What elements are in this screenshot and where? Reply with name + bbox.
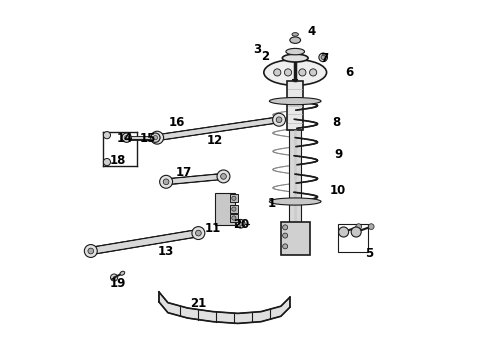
- Ellipse shape: [270, 198, 321, 205]
- Circle shape: [122, 133, 131, 142]
- Circle shape: [283, 244, 288, 249]
- Polygon shape: [159, 292, 290, 323]
- Circle shape: [274, 69, 281, 76]
- Ellipse shape: [290, 37, 300, 43]
- Text: 2: 2: [261, 50, 269, 63]
- Circle shape: [84, 244, 97, 257]
- Circle shape: [232, 207, 236, 211]
- Text: 16: 16: [169, 116, 185, 129]
- Ellipse shape: [120, 271, 125, 275]
- Text: 7: 7: [320, 51, 328, 64]
- Circle shape: [239, 222, 243, 226]
- Circle shape: [368, 224, 374, 229]
- Circle shape: [276, 117, 282, 123]
- Text: 9: 9: [334, 148, 343, 161]
- Circle shape: [220, 174, 226, 179]
- Circle shape: [285, 69, 292, 76]
- Text: 19: 19: [109, 278, 126, 291]
- Circle shape: [151, 133, 160, 142]
- Text: 20: 20: [233, 218, 249, 231]
- FancyBboxPatch shape: [230, 214, 238, 222]
- Text: 12: 12: [206, 134, 222, 147]
- FancyBboxPatch shape: [230, 194, 238, 202]
- Text: 6: 6: [345, 66, 353, 79]
- Circle shape: [319, 53, 327, 62]
- Circle shape: [153, 135, 157, 140]
- Circle shape: [356, 224, 362, 229]
- Text: 10: 10: [330, 184, 346, 197]
- Circle shape: [232, 216, 236, 220]
- Circle shape: [310, 69, 317, 76]
- Text: 13: 13: [158, 245, 174, 258]
- Circle shape: [124, 135, 129, 140]
- Ellipse shape: [282, 54, 308, 62]
- Text: 21: 21: [190, 297, 206, 310]
- Circle shape: [339, 227, 349, 237]
- Circle shape: [236, 220, 245, 228]
- Circle shape: [88, 248, 94, 254]
- Circle shape: [160, 175, 172, 188]
- Circle shape: [151, 131, 164, 144]
- FancyBboxPatch shape: [289, 128, 301, 226]
- Text: 3: 3: [253, 42, 262, 55]
- Circle shape: [103, 158, 111, 166]
- Circle shape: [283, 225, 288, 230]
- Ellipse shape: [292, 33, 298, 36]
- FancyBboxPatch shape: [230, 205, 238, 213]
- Circle shape: [196, 230, 201, 236]
- Circle shape: [283, 233, 288, 238]
- Text: 5: 5: [365, 247, 373, 260]
- Ellipse shape: [286, 48, 304, 55]
- Circle shape: [217, 170, 230, 183]
- Text: 18: 18: [109, 154, 126, 167]
- Circle shape: [154, 135, 160, 140]
- Circle shape: [163, 179, 169, 185]
- Ellipse shape: [270, 98, 321, 105]
- FancyBboxPatch shape: [287, 81, 303, 130]
- Text: 1: 1: [268, 197, 276, 210]
- Circle shape: [321, 55, 325, 59]
- Text: 14: 14: [117, 132, 133, 145]
- Circle shape: [232, 196, 236, 201]
- Text: 17: 17: [176, 166, 192, 179]
- Text: 11: 11: [205, 222, 221, 235]
- FancyBboxPatch shape: [215, 193, 235, 225]
- Circle shape: [351, 227, 361, 237]
- Circle shape: [272, 113, 286, 126]
- Text: 8: 8: [332, 116, 341, 129]
- Text: 4: 4: [307, 25, 316, 38]
- Circle shape: [192, 226, 205, 239]
- Circle shape: [299, 69, 306, 76]
- Circle shape: [111, 274, 118, 281]
- FancyBboxPatch shape: [280, 222, 310, 255]
- Ellipse shape: [264, 59, 326, 85]
- Circle shape: [103, 132, 111, 139]
- Text: 15: 15: [140, 132, 156, 145]
